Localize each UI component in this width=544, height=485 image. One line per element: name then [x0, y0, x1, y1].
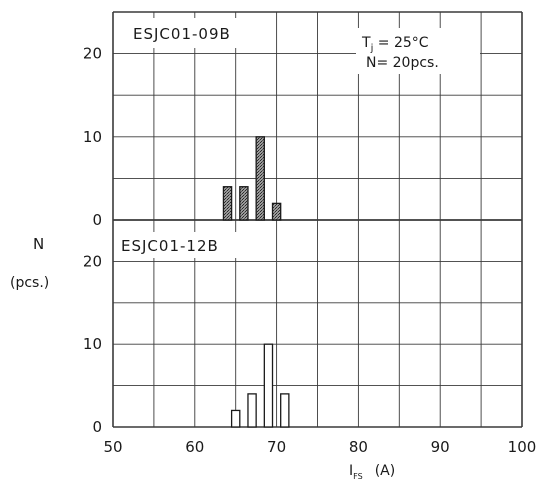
x-tick-labels: 50 60 70 80 90 100: [103, 438, 536, 456]
upper-histogram-bar: [255, 136, 265, 221]
x-tick-label: 60: [185, 438, 204, 456]
y-axis-label: N: [33, 235, 44, 253]
condition-count: N= 20pcs.: [366, 55, 439, 71]
x-axis-label-sub: FS: [353, 472, 363, 481]
y-tick-labels: 0 10 20 0 10 20: [83, 45, 102, 436]
condition-tj-sub: j: [370, 43, 374, 54]
upper-title-box: [126, 18, 251, 48]
upper-histogram-bar: [239, 186, 249, 221]
x-tick-label: 70: [267, 438, 286, 456]
x-axis-unit: (A): [375, 463, 396, 479]
x-tick-label: 50: [103, 438, 122, 456]
lower-chart-title: ESJC01-12B: [121, 237, 219, 255]
upper-y-tick-label: 20: [83, 45, 102, 63]
x-tick-label: 90: [431, 438, 450, 456]
lower-histogram-bar: [280, 393, 290, 428]
condition-tj-main: T: [361, 35, 371, 51]
lower-histogram-bar: [247, 393, 257, 428]
lower-y-tick-label: 10: [83, 335, 102, 353]
upper-histogram-bar: [271, 202, 282, 221]
x-tick-label: 80: [349, 438, 368, 456]
lower-title-box: [118, 232, 237, 258]
upper-y-tick-label: 0: [92, 211, 102, 229]
lower-y-tick-label: 0: [92, 418, 102, 436]
upper-chart-bars: [222, 136, 282, 221]
condition-tj-value: = 25°C: [373, 35, 428, 51]
lower-chart-grid: [112, 219, 523, 428]
upper-chart-title: ESJC01-09B: [133, 25, 231, 43]
conditions-box: [356, 28, 480, 74]
lower-histogram-bar: [230, 409, 241, 428]
lower-histogram-bar: [263, 343, 274, 428]
y-axis-unit: (pcs.): [10, 275, 49, 291]
lower-y-tick-label: 20: [83, 252, 102, 270]
condition-tj: Tj = 25°C: [361, 35, 429, 54]
upper-histogram-bar: [222, 186, 233, 221]
x-tick-label: 100: [508, 438, 537, 456]
upper-y-tick-label: 10: [83, 128, 102, 146]
x-axis-label: IFS (A): [349, 463, 395, 481]
lower-chart-bars: [230, 343, 290, 428]
x-axis-label-main: I: [349, 463, 353, 479]
